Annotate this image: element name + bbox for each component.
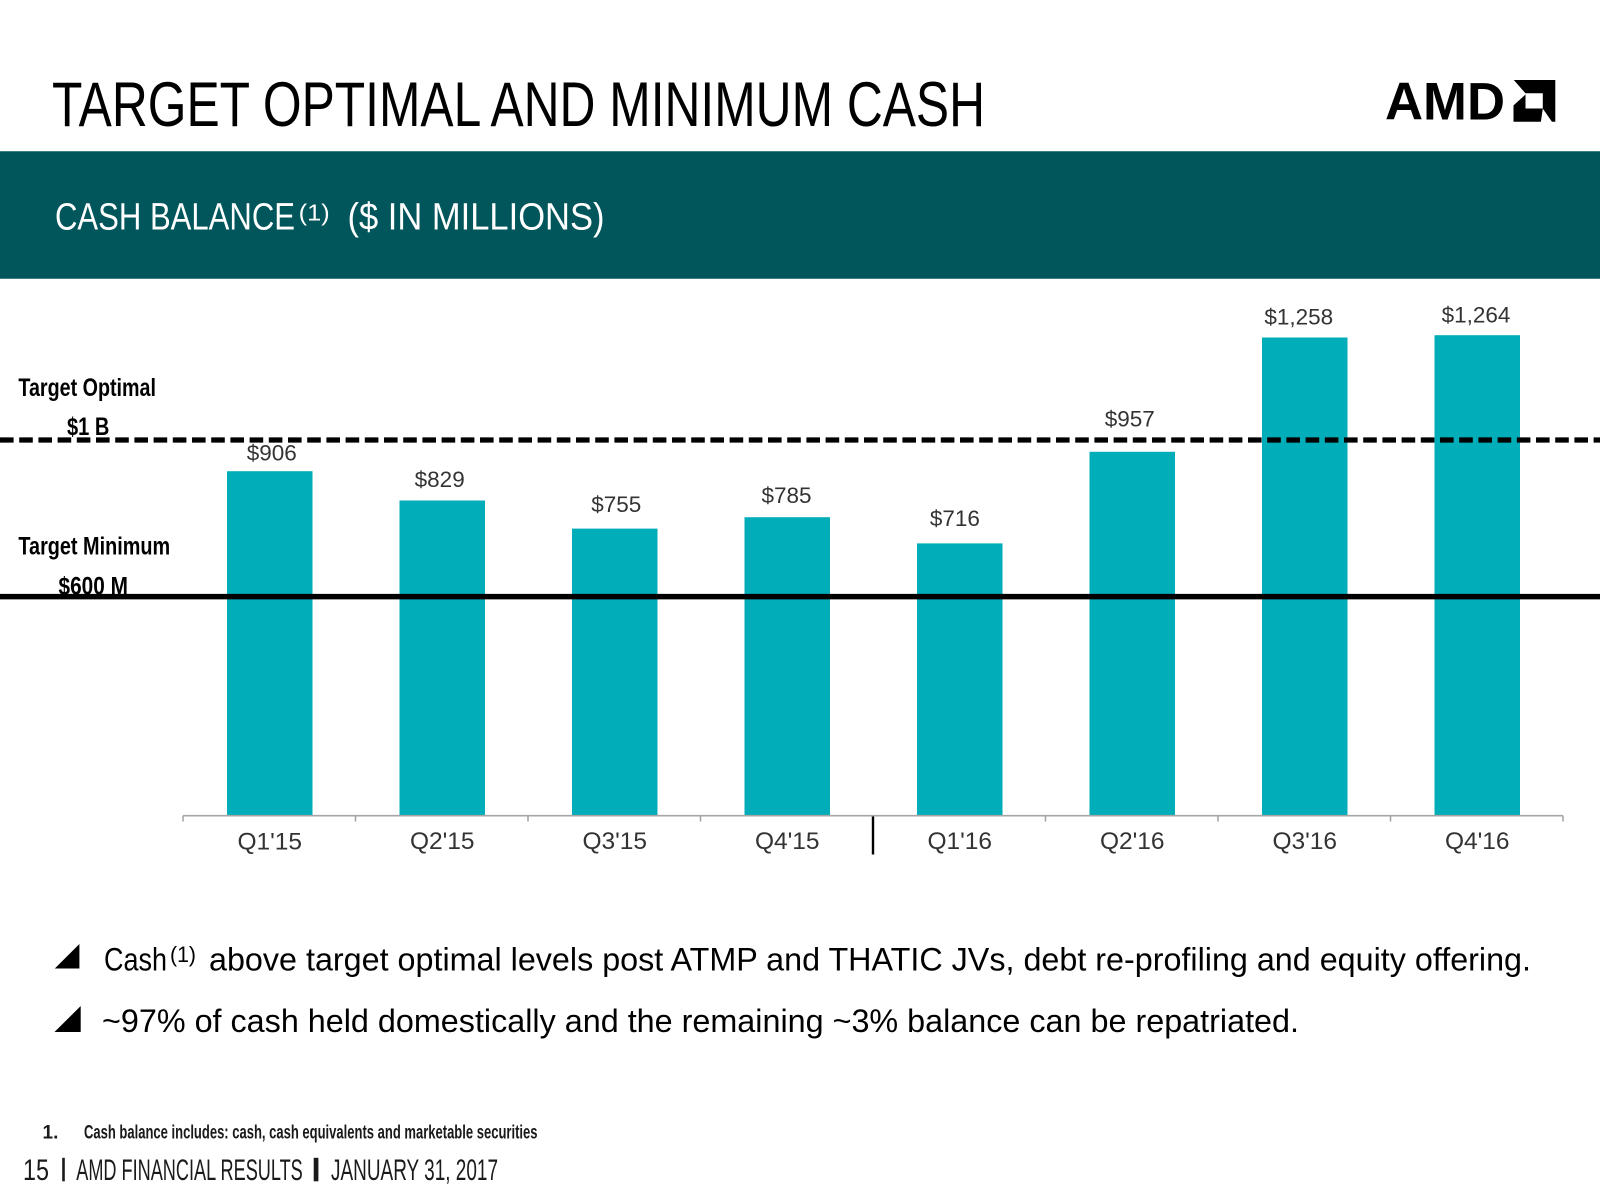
svg-text:$829: $829: [415, 467, 465, 492]
svg-text:Q2'15: Q2'15: [410, 828, 475, 855]
svg-text:Cash: Cash: [104, 941, 167, 977]
svg-text:$716: $716: [930, 506, 980, 531]
svg-text:(1): (1): [299, 200, 330, 226]
svg-text:$1 B: $1 B: [67, 413, 109, 441]
svg-text:$600 M: $600 M: [59, 572, 128, 600]
svg-text:Cash balance includes: cash, c: Cash balance includes: cash, cash equiva…: [84, 1122, 538, 1143]
svg-text:Q4'16: Q4'16: [1445, 828, 1510, 855]
svg-text:Q3'16: Q3'16: [1272, 828, 1337, 855]
svg-text:AMD: AMD: [1385, 73, 1505, 132]
svg-text:$755: $755: [591, 492, 641, 517]
svg-text:Q3'15: Q3'15: [582, 828, 647, 855]
svg-text:$785: $785: [761, 483, 811, 508]
svg-text:1.: 1.: [43, 1122, 59, 1143]
svg-text:$1,264: $1,264: [1442, 303, 1511, 328]
svg-text:Q4'15: Q4'15: [755, 828, 820, 855]
svg-text:Q1'16: Q1'16: [927, 828, 992, 855]
svg-text:Q1'15: Q1'15: [237, 829, 302, 856]
svg-text:JANUARY 31, 2017: JANUARY 31, 2017: [331, 1154, 498, 1187]
svg-text:15: 15: [23, 1154, 49, 1187]
svg-text:above target optimal levels po: above target optimal levels post ATMP an…: [209, 941, 1531, 977]
svg-text:(1): (1): [170, 942, 196, 967]
svg-text:Target Minimum: Target Minimum: [18, 532, 170, 560]
svg-text:$906: $906: [247, 441, 297, 466]
svg-text:~97% of cash held domestically: ~97% of cash held domestically and the r…: [102, 1003, 1299, 1039]
svg-text:TARGET OPTIMAL AND MINIMUM CAS: TARGET OPTIMAL AND MINIMUM CASH: [52, 70, 985, 140]
svg-text:AMD FINANCIAL RESULTS: AMD FINANCIAL RESULTS: [76, 1154, 303, 1187]
svg-text:$1,258: $1,258: [1264, 305, 1333, 330]
svg-text:Q2'16: Q2'16: [1100, 828, 1165, 855]
svg-text:$957: $957: [1105, 407, 1155, 432]
svg-text:Target Optimal: Target Optimal: [18, 374, 156, 402]
svg-text:CASH BALANCE: CASH BALANCE: [55, 196, 295, 239]
svg-text:($ IN MILLIONS): ($ IN MILLIONS): [348, 196, 605, 239]
